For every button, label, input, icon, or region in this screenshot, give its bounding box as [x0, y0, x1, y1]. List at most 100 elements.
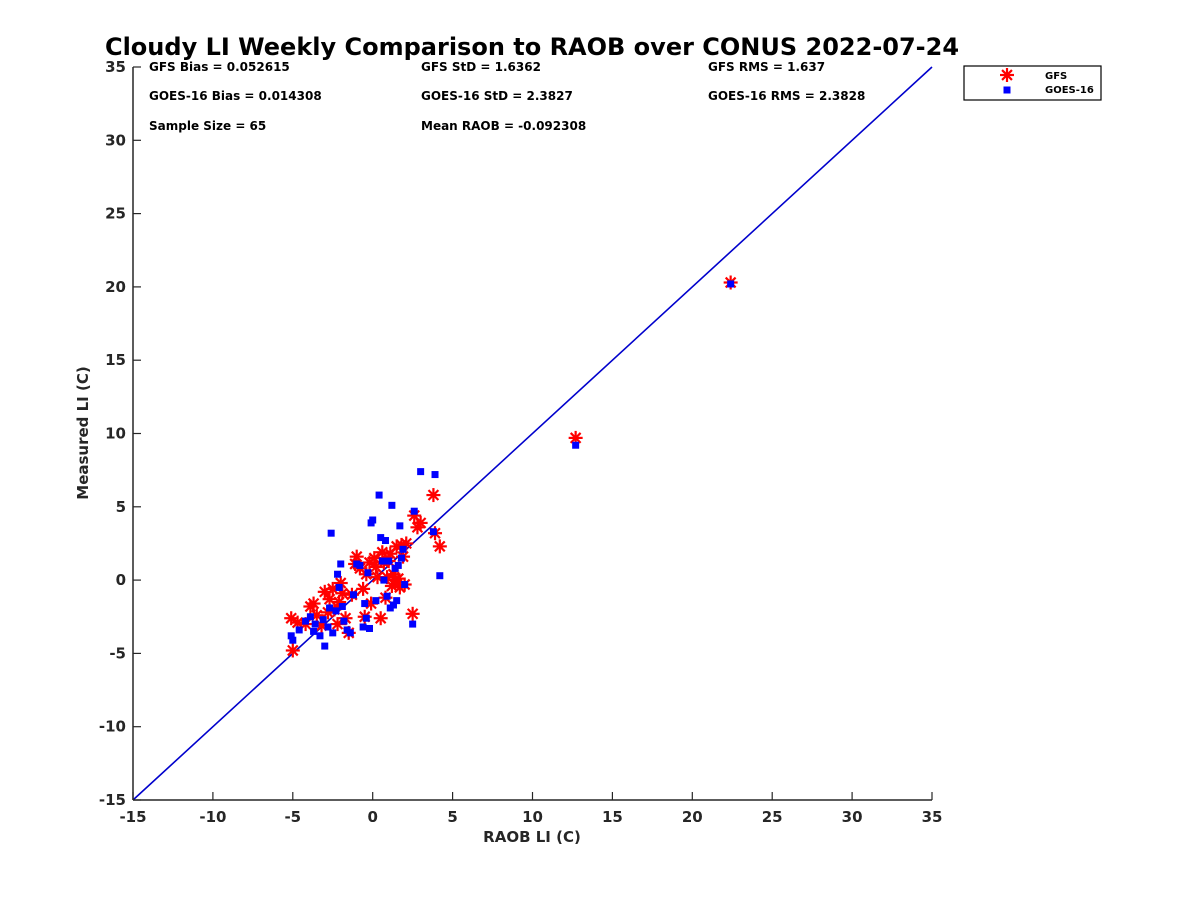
asterisk-stroke	[371, 571, 384, 583]
goes16-point	[431, 471, 439, 479]
goes16-point	[287, 632, 295, 640]
gfs-point	[373, 611, 388, 626]
stat-sample-size: Sample Size = 65	[149, 119, 266, 133]
plot-area: -15 -10 -5 0 5 10 15 20 25 30 35 -15 -10 -5 0 5 10 15 20 25…	[99, 58, 943, 826]
goes16-point	[417, 468, 425, 476]
goes16-point	[394, 561, 402, 569]
goes16-point	[310, 627, 318, 635]
goes16-point	[302, 617, 310, 625]
goes16-point	[350, 591, 358, 599]
statistics-annotations: GFS Bias = 0.052615 GFS StD = 1.6362 GFS…	[149, 60, 865, 133]
x-tick-label: 35	[922, 808, 943, 826]
gfs-point	[432, 539, 447, 554]
chart-title: Cloudy LI Weekly Comparison to RAOB over…	[105, 33, 959, 61]
x-tick-label: 10	[522, 808, 543, 826]
asterisk-stroke	[392, 572, 404, 585]
x-tick-label: 15	[602, 808, 623, 826]
gfs-point	[384, 578, 399, 593]
y-tick-label: 30	[105, 131, 126, 149]
gfs-point	[306, 596, 321, 611]
goes16-point	[393, 597, 401, 605]
asterisk-stroke	[374, 612, 387, 624]
stat-gfs-std: GFS StD = 1.6362	[421, 60, 541, 74]
asterisk-stroke	[307, 597, 320, 610]
goes16-point	[369, 516, 377, 524]
goes16-point	[388, 501, 396, 509]
goes16-point	[327, 529, 335, 537]
goes16-point	[337, 560, 345, 568]
data-points	[284, 275, 738, 658]
y-tick-label: -15	[99, 791, 126, 809]
goes16-point	[362, 614, 370, 622]
goes16-point	[397, 554, 405, 562]
gfs-point	[356, 581, 371, 596]
goes16-point	[436, 572, 444, 580]
goes16-point	[356, 561, 364, 569]
goes16-point	[316, 632, 324, 640]
asterisk-stroke	[368, 552, 381, 564]
y-tick-label: 10	[105, 425, 126, 443]
y-tick-label: 0	[116, 571, 126, 589]
stat-mean-raob: Mean RAOB = -0.092308	[421, 119, 586, 133]
goes16-point	[361, 600, 369, 608]
goes16-point	[346, 629, 354, 637]
y-tick-label: -5	[109, 644, 126, 662]
legend-gfs-asterisk-marker	[1000, 68, 1014, 82]
goes16-point	[334, 570, 342, 578]
asterisk-stroke	[285, 612, 297, 624]
x-tick-label: 25	[762, 808, 783, 826]
goes16-point	[383, 592, 391, 600]
goes16-point	[319, 616, 327, 624]
stat-gfs-bias: GFS Bias = 0.052615	[149, 60, 290, 74]
x-tick-label: -5	[284, 808, 301, 826]
asterisk-stroke	[336, 587, 349, 600]
asterisk-stroke	[427, 489, 440, 501]
goes16-point	[377, 534, 385, 542]
x-tick-label: -15	[119, 808, 146, 826]
goes16-point	[572, 441, 580, 449]
y-tick-label: 15	[105, 351, 126, 369]
goes16-point	[380, 576, 388, 584]
y-tick-label: -10	[99, 718, 126, 736]
goes16-point	[289, 636, 297, 644]
one-to-one-line	[132, 66, 933, 801]
goes16-point	[378, 557, 386, 565]
goes16-point	[295, 626, 303, 634]
y-tick-label: 5	[116, 498, 126, 516]
x-tick-label: 20	[682, 808, 703, 826]
stat-goes-bias: GOES-16 Bias = 0.014308	[149, 89, 322, 103]
goes16-point	[306, 613, 314, 621]
x-tick-label: 5	[447, 808, 457, 826]
goes16-point	[375, 491, 383, 499]
legend-goes16-square-marker	[1003, 86, 1011, 94]
goes16-point	[401, 580, 409, 588]
asterisk-stroke	[287, 644, 299, 657]
y-axis-label: Measured LI (C)	[74, 366, 92, 499]
goes16-point	[410, 507, 418, 515]
reference-line-group	[132, 66, 933, 801]
goes16-point	[335, 583, 343, 591]
x-axis-label: RAOB LI (C)	[483, 828, 581, 846]
legend-asterisk	[1000, 68, 1014, 82]
stat-goes-std: GOES-16 StD = 2.3827	[421, 89, 573, 103]
goes16-point	[385, 557, 393, 565]
y-tick-label: 20	[105, 278, 126, 296]
goes16-point	[399, 545, 407, 553]
goes16-point	[389, 601, 397, 609]
asterisk-stroke	[1001, 69, 1013, 81]
stat-gfs-rms: GFS RMS = 1.637	[708, 60, 825, 74]
asterisk-stroke	[406, 608, 419, 620]
gfs-point	[405, 606, 420, 621]
gfs-point	[285, 643, 300, 658]
goes16-point	[372, 597, 380, 605]
asterisk-stroke	[357, 583, 369, 595]
legend-goes16-label: GOES-16	[1045, 85, 1094, 96]
gfs-point	[413, 515, 428, 530]
asterisk-stroke	[350, 550, 363, 563]
goes16-point	[396, 522, 404, 530]
goes16-point	[311, 620, 319, 628]
goes16-point	[332, 607, 340, 615]
goes16-point	[324, 623, 332, 631]
goes16-point	[359, 623, 367, 631]
